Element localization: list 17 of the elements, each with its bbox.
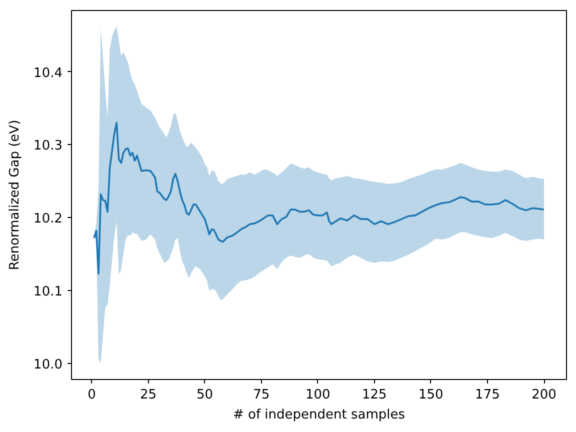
y-tick-label: 10.4 [34, 66, 63, 81]
line-series [93, 122, 545, 275]
y-tick-label: 10.2 [34, 212, 63, 227]
x-tick-label: 100 [305, 388, 330, 402]
x-tick-label: 0 [88, 388, 96, 402]
x-tick-label: 125 [362, 388, 387, 402]
y-axis-title: Renormalized Gap (eV) [8, 120, 23, 270]
x-tick-label: 25 [140, 388, 157, 402]
x-tick-label: 75 [253, 388, 270, 402]
x-tick-label: 150 [418, 388, 444, 402]
y-tick-label: 10.3 [34, 138, 63, 154]
x-axis-title: # of independent samples [232, 408, 406, 422]
x-tick-label: 200 [532, 388, 556, 402]
x-tick-label: 50 [196, 388, 214, 402]
x-tick-label: 175 [475, 388, 500, 402]
y-tick-label: 10.0 [34, 357, 63, 372]
y-tick-label: 10.1 [34, 284, 63, 300]
